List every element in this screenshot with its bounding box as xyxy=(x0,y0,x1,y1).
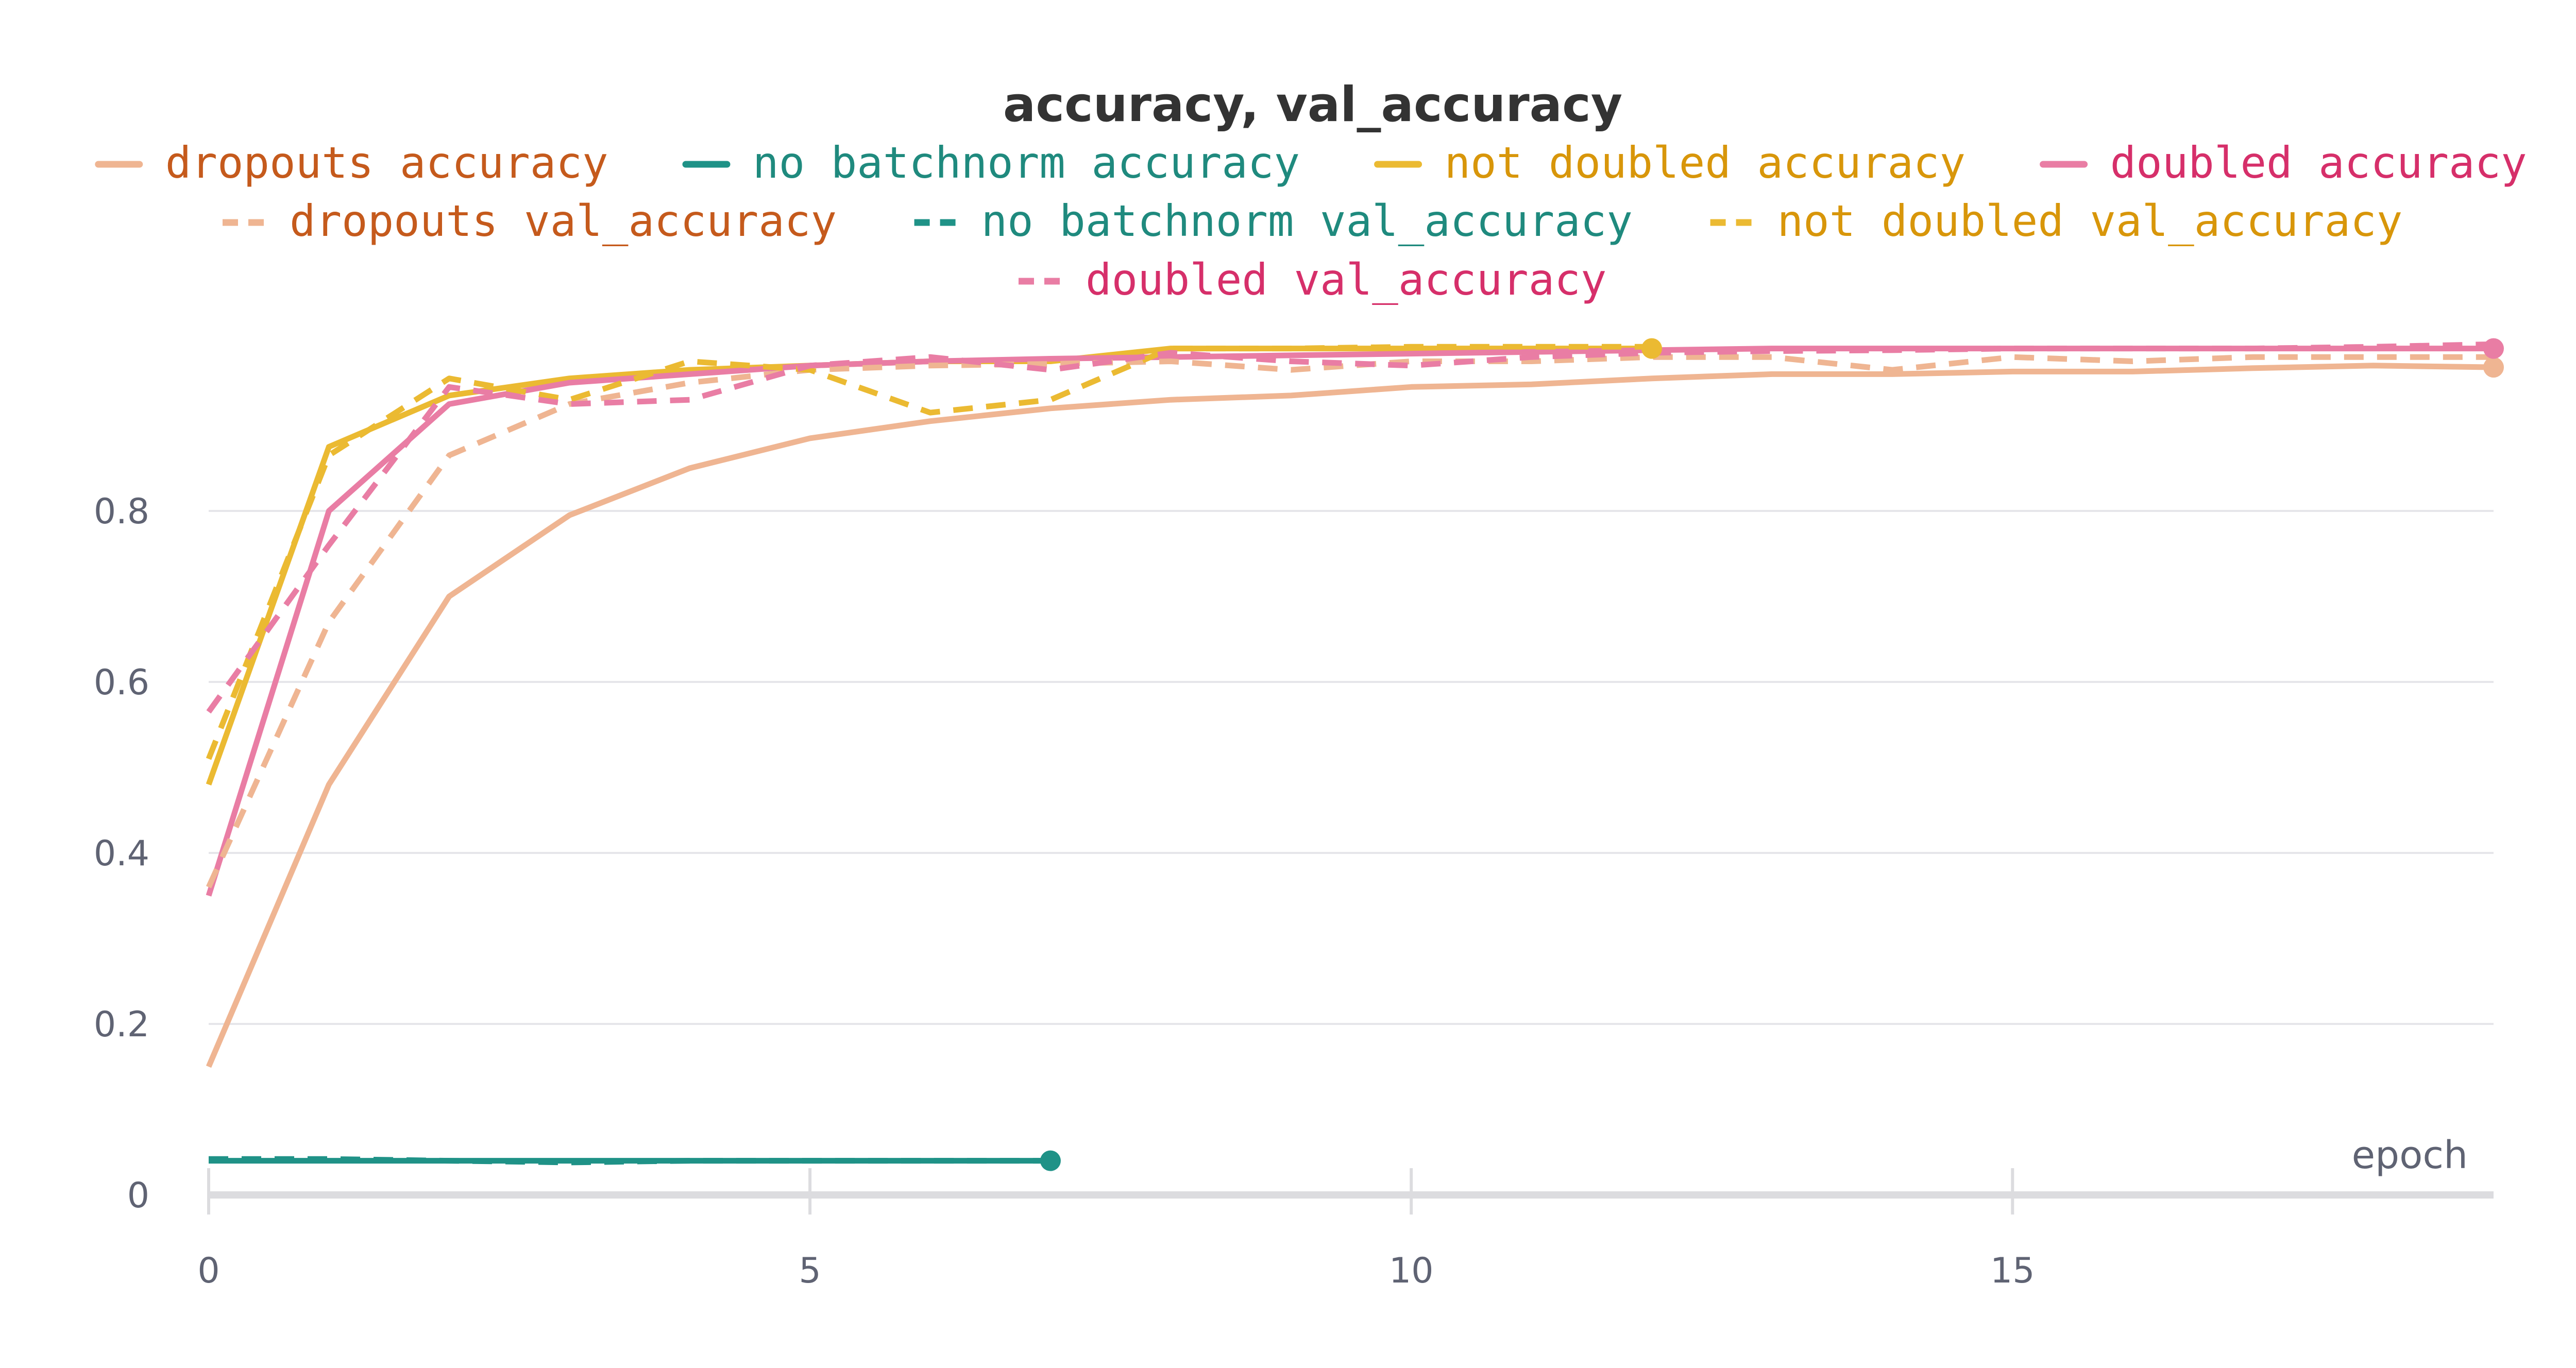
series-end-point xyxy=(1641,338,1663,359)
series-line-not-doubled-val-accuracy xyxy=(206,344,1652,760)
series-line-dropouts-val-accuracy xyxy=(206,354,2494,888)
legend-label: dropouts val_accuracy xyxy=(290,196,837,246)
series-end-point xyxy=(1040,1150,1061,1171)
y-tick-label: 0.4 xyxy=(94,833,149,874)
legend-item[interactable]: dropouts val_accuracy xyxy=(223,196,837,246)
legend-item[interactable]: no batchnorm accuracy xyxy=(682,138,1300,188)
series-line-doubled-val-accuracy xyxy=(206,341,2494,714)
series-line-doubled-accuracy xyxy=(206,346,2494,897)
legend-item[interactable]: doubled accuracy xyxy=(2040,138,2527,188)
series-end-point xyxy=(2483,338,2504,359)
y-tick-label: 0 xyxy=(127,1175,149,1216)
x-tick-label: 5 xyxy=(799,1251,821,1291)
series-end-point xyxy=(2483,357,2504,378)
legend-label: doubled val_accuracy xyxy=(1086,254,1606,305)
x-tick-label: 0 xyxy=(197,1251,219,1291)
x-tick-label: 10 xyxy=(1389,1251,1434,1291)
legend-label: dropouts accuracy xyxy=(165,138,608,188)
legend-item[interactable]: dropouts accuracy xyxy=(95,138,608,188)
legend-item[interactable]: doubled val_accuracy xyxy=(1019,254,1606,305)
y-tick-label: 0.8 xyxy=(94,491,149,532)
legend-label: no batchnorm val_accuracy xyxy=(981,196,1633,246)
y-axis: 0 0.2 0.4 0.6 0.8 xyxy=(94,491,149,1216)
legend-label: not doubled val_accuracy xyxy=(1777,196,2403,246)
grid xyxy=(209,510,2494,1025)
series-line-no-batchnorm-val-accuracy xyxy=(209,1156,1050,1166)
legend-label: doubled accuracy xyxy=(2110,138,2527,188)
legend-item[interactable]: not doubled accuracy xyxy=(1374,138,1965,188)
series-layer xyxy=(206,338,2504,1171)
x-tick-label: 15 xyxy=(1990,1251,2035,1291)
legend-label: no batchnorm accuracy xyxy=(753,138,1300,188)
chart-title: accuracy, val_accuracy xyxy=(1003,77,1622,133)
legend-item[interactable]: not doubled val_accuracy xyxy=(1710,196,2403,246)
y-tick-label: 0.6 xyxy=(94,662,149,703)
series-line-dropouts-accuracy xyxy=(206,363,2494,1068)
legend: dropouts accuracy no batchnorm accuracy no… xyxy=(95,138,2527,305)
x-axis-label: epoch xyxy=(2352,1133,2468,1177)
legend-item[interactable]: no batchnorm val_accuracy xyxy=(914,196,1633,246)
legend-label: not doubled accuracy xyxy=(1445,138,1965,188)
x-axis: 0 5 10 15 xyxy=(197,1168,2494,1291)
y-tick-label: 0.2 xyxy=(94,1004,149,1045)
